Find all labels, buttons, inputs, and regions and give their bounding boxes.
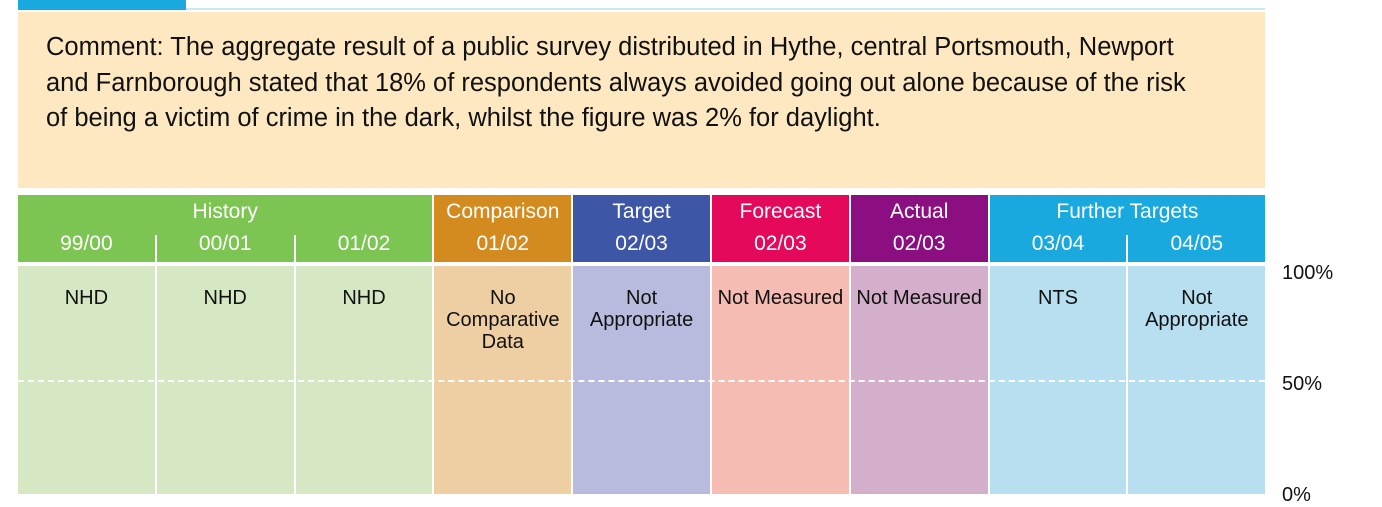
comment: Comment: The aggregate result of a publi… xyxy=(18,12,1265,188)
group-header: Further Targets xyxy=(989,195,1266,229)
separator xyxy=(1126,235,1129,262)
period-row xyxy=(573,229,710,262)
group-header: Forecast xyxy=(712,195,849,229)
separator xyxy=(154,235,157,262)
separator xyxy=(293,235,296,262)
period-row xyxy=(434,229,572,262)
axis-label: 50% xyxy=(1282,373,1323,395)
axis-label: 0% xyxy=(1282,484,1311,506)
period-row xyxy=(18,229,433,262)
group-header: Comparison xyxy=(434,195,572,229)
period-label: 01/02 xyxy=(476,232,530,255)
dashed-line xyxy=(18,380,1265,382)
period-label: 03/04 xyxy=(1031,232,1085,255)
top-strip xyxy=(18,0,186,10)
period-label: 02/03 xyxy=(615,232,668,255)
group-header: Actual xyxy=(850,195,988,229)
period-label: 02/03 xyxy=(892,232,946,255)
period-label: 00/01 xyxy=(198,232,252,255)
axis-label: 100% xyxy=(1282,262,1334,284)
period-label: 01/02 xyxy=(337,232,391,255)
period-label: 02/03 xyxy=(754,232,807,255)
group-header: History xyxy=(18,195,433,229)
group-header: Target xyxy=(573,195,710,229)
top-line xyxy=(186,8,1265,10)
period-label: 99/00 xyxy=(60,232,113,255)
period-label: 04/05 xyxy=(1170,232,1224,255)
period-row xyxy=(712,229,849,262)
period-row xyxy=(850,229,988,262)
